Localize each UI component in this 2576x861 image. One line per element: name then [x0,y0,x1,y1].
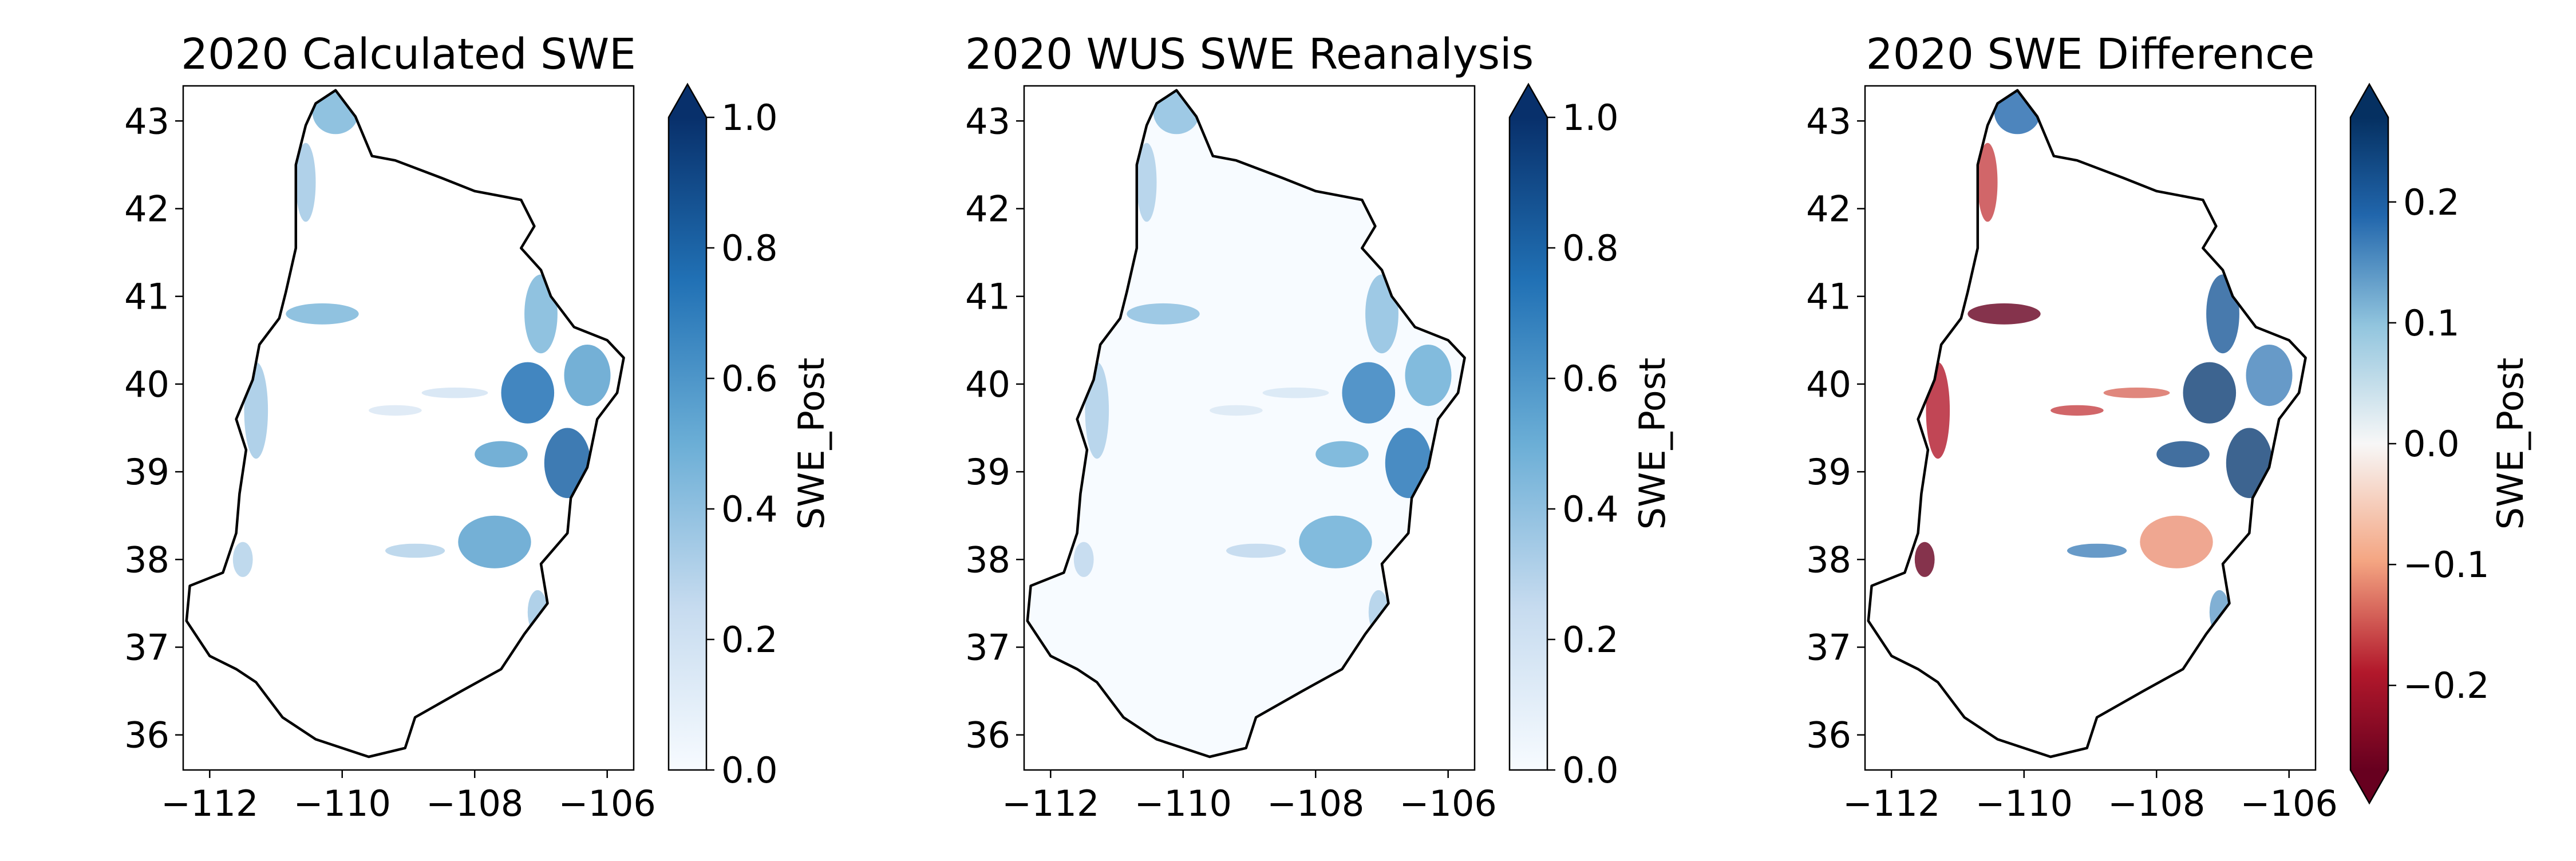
colorbar-tick-label: 0.0 [2403,423,2460,465]
map-panel-reanalysis: 2020 WUS SWE Reanalysis −112 −110 −108 −106 3… [965,30,1534,824]
map-panel-calculated: 2020 Calculated SWE −112 −110 −108 −106 36 37 3… [124,30,656,824]
axes-frame [182,85,635,771]
panel-title: 2020 SWE Difference [1866,30,2315,79]
map-panel-difference: 2020 SWE Difference −112 −110 −108 −106 36 37 3… [1806,30,2338,824]
x-tick-label: −112 [1843,783,1940,824]
y-tick-label: 38 [124,539,169,580]
colorbar-label: SWE_Post [2490,358,2531,530]
y-tick-label: 37 [1806,627,1851,669]
panel-title: 2020 WUS SWE Reanalysis [965,30,1534,79]
basin-boundary [1867,89,2307,759]
basin-boundary [1026,89,1466,759]
snow-field [1914,90,2293,634]
x-tick-label: −108 [426,783,523,824]
colorbar-label: SWE_Post [791,358,832,530]
y-tick-label: 36 [965,714,1010,756]
snow-field [232,90,611,634]
y-tick-label: 38 [965,539,1010,580]
panel-title: 2020 Calculated SWE [181,30,636,79]
colorbar-reanalysis: 0.0 0.2 0.4 0.6 0.8 1.0 SWE_Post [1508,82,1673,791]
y-tick-label: 37 [965,627,1010,669]
y-tick-label: 41 [124,276,169,318]
y-tick-label: 40 [965,364,1010,405]
x-tick-label: −106 [559,783,656,824]
colorbar-tick-label: 0.2 [721,619,778,661]
colorbar-tick-label: 0.6 [721,358,778,400]
y-tick-label: 41 [965,276,1010,318]
y-tick-label: 36 [124,714,169,756]
colorbar-tick-label: 0.1 [2403,302,2460,344]
y-tick-label: 43 [124,100,169,142]
x-tick-label: −106 [1400,783,1497,824]
x-tick-label: −108 [1267,783,1364,824]
colorbar-tick-label: 0.4 [721,488,778,530]
x-tick-label: −110 [1135,783,1232,824]
colorbar-tick-label: 1.0 [1562,97,1619,139]
y-tick-label: 41 [1806,276,1851,318]
colorbar-tick-label: 0.2 [2403,181,2460,223]
x-tick-label: −106 [2241,783,2338,824]
colorbar-label: SWE_Post [1631,358,1673,530]
y-tick-label: 39 [124,451,169,493]
x-tick-label: −112 [161,783,258,824]
x-tick-label: −110 [294,783,391,824]
colorbar-tick-label: −0.2 [2403,665,2490,706]
colorbar-tick-label: −0.1 [2403,544,2490,586]
colorbar-tick-label: 0.8 [1562,227,1619,269]
x-tick-label: −110 [1976,783,2073,824]
y-tick-label: 43 [965,100,1010,142]
y-tick-label: 43 [1806,100,1851,142]
colorbar-tick-label: 0.6 [1562,358,1619,400]
y-tick-label: 39 [965,451,1010,493]
y-tick-label: 42 [124,188,169,230]
y-tick-label: 40 [124,364,169,405]
y-tick-label: 37 [124,627,169,669]
colorbar-tick-label: 1.0 [721,97,778,139]
colorbar-tick-label: 0.0 [1562,749,1619,791]
colorbar-calculated: 0.0 0.2 0.4 0.6 0.8 1.0 SWE_Post [667,82,832,791]
y-tick-label: 40 [1806,364,1851,405]
y-tick-label: 38 [1806,539,1851,580]
axes-frame [1864,85,2317,771]
basin-boundary [185,89,625,759]
y-tick-label: 42 [965,188,1010,230]
x-tick-label: −108 [2108,783,2205,824]
colorbar-difference: −0.2 −0.1 0.0 0.1 0.2 SWE_Post [2349,82,2531,805]
x-tick-label: −112 [1002,783,1099,824]
colorbar-tick-label: 0.0 [721,749,778,791]
y-tick-label: 42 [1806,188,1851,230]
axes-frame [1023,85,1476,771]
y-tick-label: 39 [1806,451,1851,493]
colorbar-tick-label: 0.2 [1562,619,1619,661]
colorbar-tick-label: 0.4 [1562,488,1619,530]
colorbar-tick-label: 0.8 [721,227,778,269]
y-tick-label: 36 [1806,714,1851,756]
